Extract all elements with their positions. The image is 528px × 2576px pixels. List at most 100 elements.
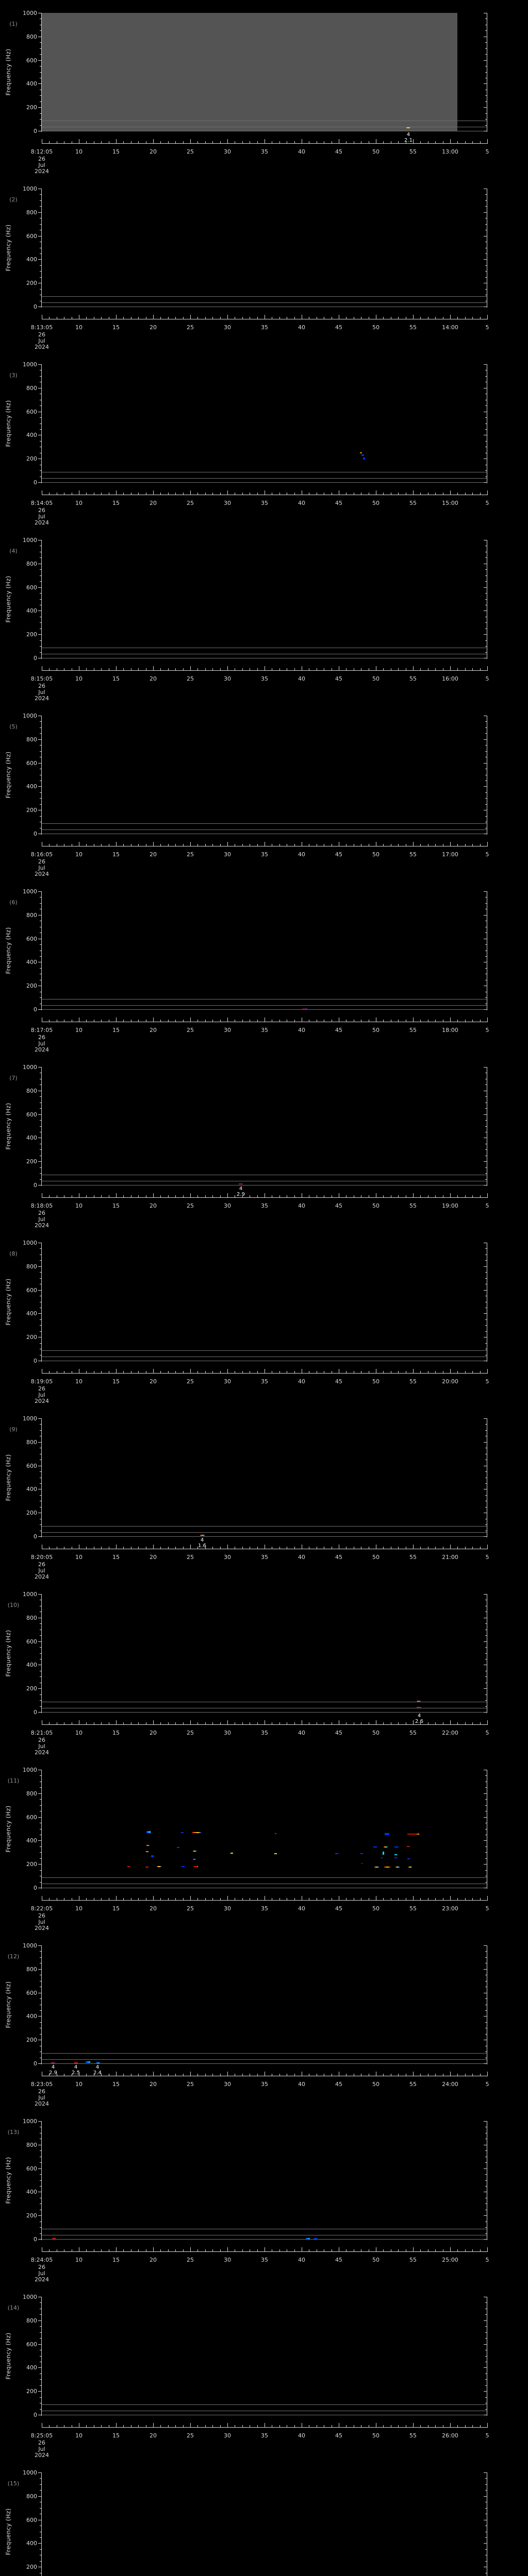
x-major-tick <box>413 1018 414 1022</box>
y-minor-tick-right <box>485 798 487 799</box>
x-minor-tick <box>212 493 213 495</box>
x-seconds-label: 30 <box>224 2432 231 2439</box>
x-minor-tick <box>294 1195 295 1197</box>
x-minor-tick <box>480 1722 481 1724</box>
y-tick-label: 1000 <box>23 2469 37 2476</box>
y-major-tick <box>38 364 41 365</box>
y-minor-tick <box>40 429 41 430</box>
x-minor-tick <box>123 2249 124 2251</box>
x-minor-tick <box>101 844 102 846</box>
x-major-tick <box>413 1545 414 1549</box>
panel-index-label: (7) <box>9 1075 18 1081</box>
y-major-tick <box>38 1418 41 1419</box>
x-minor-tick <box>398 1898 399 1900</box>
y-minor-tick <box>40 1700 41 1701</box>
x-major-tick <box>116 1193 117 1197</box>
x-date-line: 26 <box>38 1034 45 1041</box>
y-minor-tick-right <box>485 265 487 266</box>
y-tick-label: 200 <box>26 631 37 638</box>
x-minor-tick <box>480 2249 481 2251</box>
x-seconds-label: 10 <box>75 324 82 331</box>
x-minor-tick <box>86 1547 87 1549</box>
x-seconds-label: 15 <box>112 1027 120 1033</box>
x-minor-tick <box>420 317 421 319</box>
y-tick-label: 600 <box>26 1287 37 1294</box>
x-seconds-label: 35 <box>261 675 268 682</box>
y-major-tick <box>38 1442 41 1443</box>
y-minor-tick-right <box>485 581 487 582</box>
detection-mark <box>360 452 362 453</box>
y-minor-tick <box>40 1787 41 1788</box>
x-date-line: Jul <box>38 2094 45 2101</box>
x-seconds-label: 35 <box>261 1027 268 1033</box>
x-minor-tick <box>398 668 399 670</box>
x-minor-tick <box>435 1898 436 1900</box>
y-major-tick-right <box>484 2063 487 2064</box>
x-major-tick <box>227 666 228 670</box>
y-minor-tick <box>40 1495 41 1496</box>
y-minor-tick <box>40 2385 41 2386</box>
y-major-tick-right <box>484 1969 487 1970</box>
detection-mark <box>335 1853 338 1854</box>
y-axis-left-spine <box>41 364 42 483</box>
y-major-tick <box>38 739 41 740</box>
x-end-label: 5 <box>485 851 489 858</box>
detection-mark <box>361 1863 363 1864</box>
x-end-label: 5 <box>485 148 489 155</box>
x-minor-tick <box>160 2249 161 2251</box>
x-end-label: 5 <box>485 1554 489 1561</box>
x-minor-tick <box>435 1722 436 1724</box>
x-minor-tick <box>279 1898 280 1900</box>
x-major-tick <box>116 490 117 495</box>
y-major-tick-right <box>484 83 487 84</box>
x-minor-tick <box>398 2425 399 2427</box>
x-date-line: 26 <box>38 507 45 514</box>
x-minor-tick <box>220 493 221 495</box>
y-axis-title: Frequency (Hz) <box>5 1805 12 1852</box>
x-minor-tick <box>435 1371 436 1373</box>
x-seconds-label: 40 <box>298 1905 305 1912</box>
x-minor-tick <box>242 1371 243 1373</box>
x-seconds-label: 55 <box>409 2081 417 2088</box>
x-major-tick <box>190 1545 191 1549</box>
x-minor-tick <box>175 317 176 319</box>
y-major-tick-right <box>484 2168 487 2169</box>
x-minor-tick <box>220 1722 221 1724</box>
detection-annotation: 4 2.4 <box>93 2065 102 2076</box>
x-minor-tick <box>220 1898 221 1900</box>
x-seconds-label: 25 <box>187 1027 194 1033</box>
x-minor-tick <box>49 1195 50 1197</box>
y-minor-tick-right <box>485 2034 487 2035</box>
y-major-tick <box>38 2496 41 2497</box>
detection-count: 4 <box>74 2064 78 2070</box>
y-tick-label: 800 <box>26 1615 37 1621</box>
x-seconds-label: 50 <box>372 675 380 682</box>
y-major-tick <box>38 259 41 260</box>
y-minor-tick <box>40 2508 41 2509</box>
x-minor-tick <box>294 493 295 495</box>
x-minor-tick <box>168 1547 169 1549</box>
y-minor-tick <box>40 1278 41 1279</box>
x-axis-line <box>42 143 488 144</box>
x-minor-tick <box>168 1722 169 1724</box>
x-minor-tick <box>160 141 161 143</box>
x-minor-tick <box>398 2249 399 2251</box>
y-minor-tick-right <box>485 944 487 945</box>
x-seconds-label: 55 <box>409 500 417 506</box>
x-major-tick <box>190 1018 191 1022</box>
x-seconds-label: 45 <box>335 148 342 155</box>
y-minor-tick <box>40 42 41 43</box>
y-minor-tick <box>40 194 41 195</box>
y-major-tick <box>38 1161 41 1162</box>
x-minor-tick <box>383 1371 384 1373</box>
x-minor-tick <box>160 2074 161 2076</box>
y-minor-tick <box>40 1325 41 1326</box>
x-minor-tick <box>279 317 280 319</box>
y-tick-label: 0 <box>34 2412 37 2418</box>
x-minor-tick <box>205 1722 206 1724</box>
y-axis-left-spine <box>41 1594 42 1713</box>
x-minor-tick <box>49 493 50 495</box>
x-seconds-label: 25 <box>187 324 194 331</box>
y-tick-label: 800 <box>26 2493 37 2500</box>
x-minor-tick <box>383 1722 384 1724</box>
